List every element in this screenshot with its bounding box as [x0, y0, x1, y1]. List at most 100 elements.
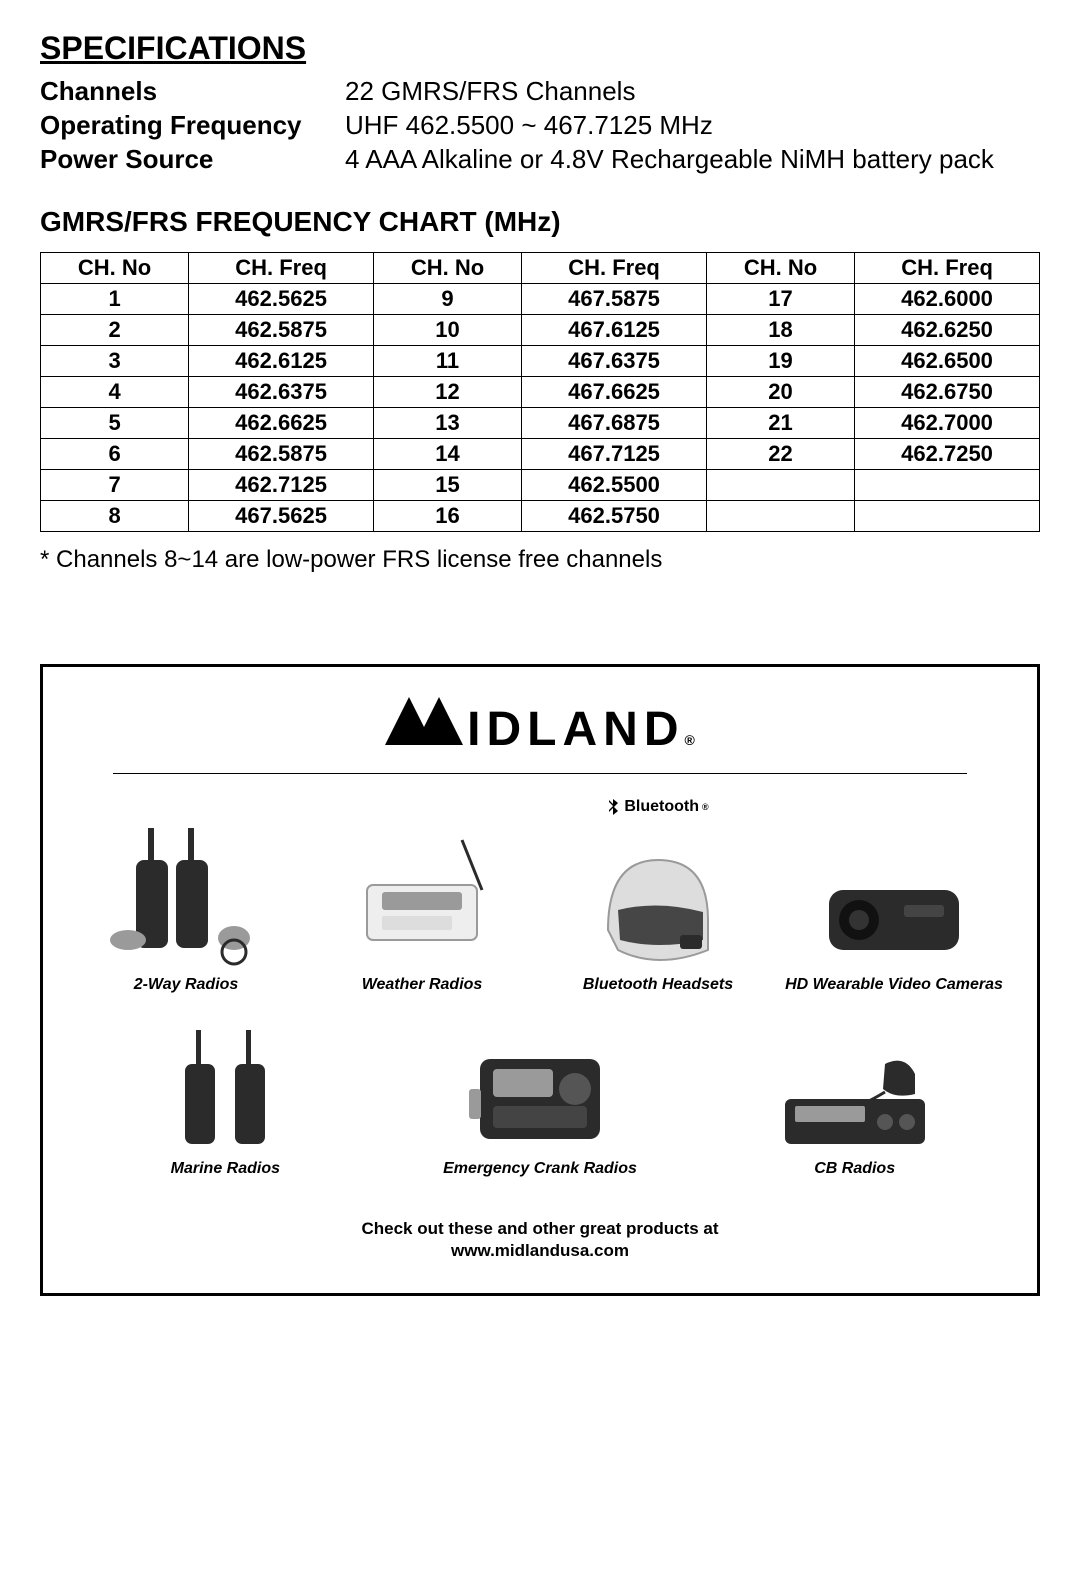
table-row: 3462.612511467.637519462.6500 — [41, 346, 1040, 377]
spec-row-power: Power Source 4 AAA Alkaline or 4.8V Rech… — [40, 143, 1040, 177]
table-cell: 462.6000 — [855, 284, 1040, 315]
camera-icon — [781, 820, 1007, 970]
product-camera: HD Wearable Video Cameras — [781, 820, 1007, 994]
cb-radio-icon — [702, 1024, 1007, 1154]
product-caption: Emergency Crank Radios — [388, 1160, 693, 1178]
table-cell — [855, 470, 1040, 501]
table-cell: 467.6125 — [522, 315, 707, 346]
table-cell: 462.7000 — [855, 408, 1040, 439]
product-crank-radio: Emergency Crank Radios — [388, 1024, 693, 1178]
table-cell: 11 — [373, 346, 521, 377]
midland-logo: IDLAND® — [385, 697, 695, 757]
product-caption: Weather Radios — [309, 976, 535, 994]
table-cell: 16 — [373, 501, 521, 532]
table-header: CH. No — [706, 253, 854, 284]
logo-text: IDLAND — [467, 702, 684, 757]
table-cell: 462.5750 — [522, 501, 707, 532]
table-cell: 14 — [373, 439, 521, 470]
table-cell: 7 — [41, 470, 189, 501]
table-cell: 462.6250 — [855, 315, 1040, 346]
logo-mountains-icon — [385, 697, 465, 745]
table-cell: 462.6125 — [189, 346, 374, 377]
spec-row-freq: Operating Frequency UHF 462.5500 ~ 467.7… — [40, 109, 1040, 143]
table-cell: 462.5875 — [189, 315, 374, 346]
brand-box: IDLAND® 2-Way Radios Weather Radios Blue… — [40, 664, 1040, 1295]
table-row: 6462.587514467.712522462.7250 — [41, 439, 1040, 470]
table-cell: 462.7250 — [855, 439, 1040, 470]
table-header: CH. Freq — [189, 253, 374, 284]
table-cell: 10 — [373, 315, 521, 346]
table-cell: 4 — [41, 377, 189, 408]
table-row: 1462.56259467.587517462.6000 — [41, 284, 1040, 315]
table-row: 8467.562516462.5750 — [41, 501, 1040, 532]
table-cell: 6 — [41, 439, 189, 470]
table-cell: 2 — [41, 315, 189, 346]
crank-radio-icon — [388, 1024, 693, 1154]
spec-value: UHF 462.5500 ~ 467.7125 MHz — [345, 109, 1040, 143]
spec-label: Power Source — [40, 143, 345, 177]
product-caption: HD Wearable Video Cameras — [781, 976, 1007, 994]
table-cell — [706, 470, 854, 501]
table-cell: 19 — [706, 346, 854, 377]
two-way-radios-icon — [73, 820, 299, 970]
spec-value: 4 AAA Alkaline or 4.8V Rechargeable NiMH… — [345, 143, 1040, 177]
product-caption: Marine Radios — [73, 1160, 378, 1178]
table-cell: 12 — [373, 377, 521, 408]
registered-mark: ® — [684, 732, 694, 748]
table-cell: 8 — [41, 501, 189, 532]
product-grid-row2: Marine Radios Emergency Crank Radios CB … — [73, 1024, 1007, 1178]
table-cell: 18 — [706, 315, 854, 346]
table-cell: 462.5875 — [189, 439, 374, 470]
weather-radio-icon — [309, 820, 535, 970]
table-cell: 21 — [706, 408, 854, 439]
table-row: 2462.587510467.612518462.6250 — [41, 315, 1040, 346]
bluetooth-icon — [607, 798, 621, 816]
table-cell: 462.6375 — [189, 377, 374, 408]
bluetooth-label: Bluetooth® — [545, 798, 771, 816]
table-cell — [855, 501, 1040, 532]
spec-row-channels: Channels 22 GMRS/FRS Channels — [40, 75, 1040, 109]
product-caption: CB Radios — [702, 1160, 1007, 1178]
table-cell: 467.7125 — [522, 439, 707, 470]
table-cell: 15 — [373, 470, 521, 501]
table-cell: 13 — [373, 408, 521, 439]
frequency-chart-heading: GMRS/FRS FREQUENCY CHART (MHz) — [40, 206, 1040, 238]
table-cell: 9 — [373, 284, 521, 315]
table-cell: 462.5500 — [522, 470, 707, 501]
product-caption: 2-Way Radios — [73, 976, 299, 994]
logo-wrap: IDLAND® — [73, 687, 1007, 763]
footnote: * Channels 8~14 are low-power FRS licens… — [40, 546, 1040, 574]
table-cell: 20 — [706, 377, 854, 408]
specifications-heading: SPECIFICATIONS — [40, 30, 1040, 67]
product-cb-radio: CB Radios — [702, 1024, 1007, 1178]
table-cell: 17 — [706, 284, 854, 315]
table-cell: 462.6625 — [189, 408, 374, 439]
spec-label: Operating Frequency — [40, 109, 345, 143]
promo-line2: www.midlandusa.com — [73, 1240, 1007, 1262]
table-cell: 462.5625 — [189, 284, 374, 315]
table-cell: 1 — [41, 284, 189, 315]
product-weather-radio: Weather Radios — [309, 820, 535, 994]
table-header: CH. Freq — [522, 253, 707, 284]
table-header: CH. Freq — [855, 253, 1040, 284]
table-cell: 3 — [41, 346, 189, 377]
promo-text: Check out these and other great products… — [73, 1218, 1007, 1262]
table-header: CH. No — [373, 253, 521, 284]
table-row: 7462.712515462.5500 — [41, 470, 1040, 501]
helmet-icon — [545, 820, 771, 970]
table-cell: 462.6750 — [855, 377, 1040, 408]
table-cell: 467.5625 — [189, 501, 374, 532]
product-helmet: Bluetooth® Bluetooth Headsets — [545, 798, 771, 994]
table-cell: 462.6500 — [855, 346, 1040, 377]
product-two-way-radios: 2-Way Radios — [73, 820, 299, 994]
table-cell: 467.6875 — [522, 408, 707, 439]
table-cell — [706, 501, 854, 532]
marine-radios-icon — [73, 1024, 378, 1154]
table-cell: 462.7125 — [189, 470, 374, 501]
table-cell: 467.6625 — [522, 377, 707, 408]
frequency-table: CH. NoCH. FreqCH. NoCH. FreqCH. NoCH. Fr… — [40, 252, 1040, 532]
table-cell: 5 — [41, 408, 189, 439]
product-marine-radios: Marine Radios — [73, 1024, 378, 1178]
table-header: CH. No — [41, 253, 189, 284]
table-cell: 467.6375 — [522, 346, 707, 377]
